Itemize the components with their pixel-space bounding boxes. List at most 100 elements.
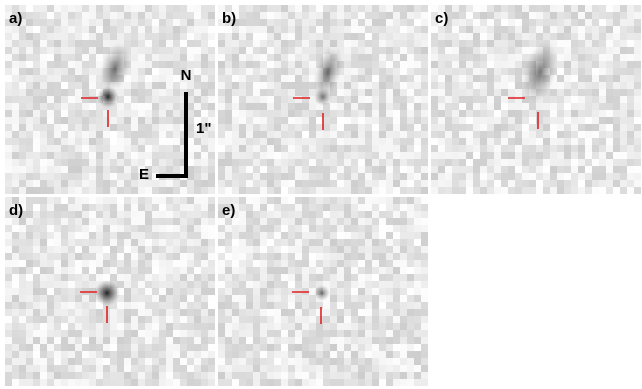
noise-pixel <box>281 253 288 260</box>
noise-pixel <box>166 218 173 225</box>
noise-pixel <box>564 26 571 33</box>
noise-pixel <box>337 187 344 194</box>
noise-pixel <box>68 131 75 138</box>
noise-pixel <box>281 82 288 89</box>
noise-pixel <box>344 61 351 68</box>
noise-pixel <box>358 337 365 344</box>
noise-pixel <box>550 26 557 33</box>
noise-pixel <box>386 253 393 260</box>
noise-pixel <box>253 61 260 68</box>
noise-pixel <box>414 131 421 138</box>
noise-pixel <box>274 379 281 386</box>
noise-pixel <box>138 54 145 61</box>
noise-pixel <box>173 281 180 288</box>
noise-pixel <box>124 253 131 260</box>
noise-pixel <box>400 12 407 19</box>
noise-pixel <box>508 103 515 110</box>
noise-pixel <box>386 260 393 267</box>
noise-pixel <box>445 159 452 166</box>
noise-pixel <box>75 232 82 239</box>
noise-pixel <box>187 68 194 75</box>
noise-pixel <box>40 316 47 323</box>
noise-pixel <box>459 68 466 75</box>
noise-pixel <box>627 82 634 89</box>
noise-pixel <box>110 218 117 225</box>
noise-pixel <box>138 281 145 288</box>
noise-pixel <box>302 12 309 19</box>
noise-pixel <box>400 47 407 54</box>
noise-pixel <box>599 96 606 103</box>
noise-pixel <box>225 145 232 152</box>
noise-pixel <box>138 218 145 225</box>
noise-pixel <box>634 54 641 61</box>
noise-pixel <box>246 288 253 295</box>
noise-pixel <box>152 211 159 218</box>
noise-pixel <box>337 152 344 159</box>
noise-pixel <box>281 40 288 47</box>
noise-pixel <box>180 110 187 117</box>
noise-pixel <box>208 309 215 316</box>
noise-pixel <box>281 26 288 33</box>
noise-pixel <box>40 218 47 225</box>
noise-pixel <box>358 253 365 260</box>
noise-pixel <box>89 323 96 330</box>
noise-pixel <box>180 344 187 351</box>
noise-pixel <box>501 40 508 47</box>
noise-pixel <box>82 61 89 68</box>
noise-pixel <box>152 187 159 194</box>
noise-pixel <box>295 75 302 82</box>
noise-pixel <box>494 173 501 180</box>
noise-pixel <box>295 33 302 40</box>
noise-pixel <box>445 187 452 194</box>
noise-pixel <box>557 117 564 124</box>
noise-pixel <box>232 138 239 145</box>
noise-pixel <box>5 365 12 372</box>
noise-pixel <box>288 211 295 218</box>
noise-pixel <box>267 323 274 330</box>
noise-pixel <box>309 103 316 110</box>
noise-pixel <box>180 197 187 204</box>
noise-pixel <box>452 166 459 173</box>
noise-pixel <box>501 166 508 173</box>
noise-pixel <box>323 351 330 358</box>
noise-pixel <box>124 103 131 110</box>
noise-pixel <box>571 117 578 124</box>
noise-pixel <box>239 344 246 351</box>
noise-pixel <box>253 19 260 26</box>
noise-pixel <box>187 302 194 309</box>
noise-pixel <box>75 281 82 288</box>
noise-pixel <box>33 246 40 253</box>
noise-pixel <box>445 68 452 75</box>
noise-pixel <box>173 47 180 54</box>
noise-pixel <box>12 96 19 103</box>
noise-pixel <box>473 180 480 187</box>
noise-pixel <box>187 131 194 138</box>
noise-pixel <box>201 309 208 316</box>
noise-pixel <box>159 337 166 344</box>
noise-pixel <box>365 309 372 316</box>
noise-pixel <box>330 253 337 260</box>
noise-pixel <box>365 75 372 82</box>
noise-pixel <box>351 288 358 295</box>
noise-pixel <box>620 180 627 187</box>
noise-pixel <box>372 351 379 358</box>
noise-pixel <box>145 365 152 372</box>
noise-pixel <box>180 68 187 75</box>
noise-pixel <box>309 309 316 316</box>
noise-pixel <box>253 110 260 117</box>
noise-pixel <box>194 309 201 316</box>
noise-pixel <box>173 33 180 40</box>
noise-pixel <box>246 61 253 68</box>
noise-pixel <box>131 365 138 372</box>
noise-pixel <box>68 379 75 386</box>
noise-pixel <box>494 117 501 124</box>
noise-pixel <box>26 166 33 173</box>
noise-pixel <box>201 89 208 96</box>
noise-pixel <box>194 358 201 365</box>
noise-pixel <box>557 12 564 19</box>
noise-pixel <box>187 82 194 89</box>
noise-pixel <box>12 351 19 358</box>
noise-pixel <box>12 89 19 96</box>
noise-pixel <box>124 358 131 365</box>
noise-pixel <box>246 316 253 323</box>
